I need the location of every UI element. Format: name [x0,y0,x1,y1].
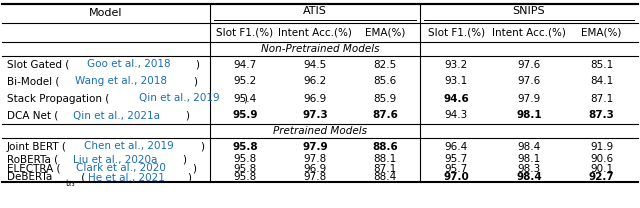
Text: 85.6: 85.6 [373,77,397,87]
Text: Bi-Model (: Bi-Model ( [7,77,60,87]
Text: ): ) [193,77,197,87]
Text: 88.4: 88.4 [373,172,397,182]
Text: tₓ₃: tₓ₃ [65,179,75,188]
Text: 98.1: 98.1 [516,110,542,120]
Text: 95.7: 95.7 [445,155,468,165]
Text: Intent Acc.(%): Intent Acc.(%) [492,27,566,37]
Text: Goo et al., 2018: Goo et al., 2018 [87,59,171,69]
Text: 95.2: 95.2 [234,77,257,87]
Text: Wang et al., 2018: Wang et al., 2018 [75,77,166,87]
Text: ATIS: ATIS [303,5,327,16]
Text: 85.9: 85.9 [373,94,397,104]
Text: ELECTRA (: ELECTRA ( [7,163,61,173]
Text: 97.6: 97.6 [517,77,541,87]
Text: ): ) [187,172,191,182]
Text: 87.3: 87.3 [589,110,614,120]
Text: 98.1: 98.1 [517,155,541,165]
Text: 94.7: 94.7 [234,59,257,69]
Text: ): ) [186,110,189,120]
Text: 97.8: 97.8 [303,155,326,165]
Text: ): ) [182,155,186,165]
Text: 97.9: 97.9 [517,94,541,104]
Text: 98.4: 98.4 [517,141,541,151]
Text: 88.6: 88.6 [372,141,398,151]
Text: 92.7: 92.7 [589,172,614,182]
Text: Non-Pretrained Models: Non-Pretrained Models [260,44,380,54]
Text: 90.6: 90.6 [590,155,613,165]
Text: Liu et al., 2020a: Liu et al., 2020a [73,155,157,165]
Text: ): ) [192,163,196,173]
Text: SNIPS: SNIPS [513,5,545,16]
Text: 98.4: 98.4 [516,172,542,182]
Text: 97.0: 97.0 [444,172,469,182]
Text: 95.8: 95.8 [234,163,257,173]
Text: 94.5: 94.5 [303,59,326,69]
Text: DeBERTa: DeBERTa [7,172,52,182]
Text: Chen et al., 2019: Chen et al., 2019 [84,141,174,151]
Text: 96.9: 96.9 [303,163,326,173]
Text: 84.1: 84.1 [590,77,613,87]
Text: 96.2: 96.2 [303,77,326,87]
Text: 94.6: 94.6 [444,94,469,104]
Text: Slot Gated (: Slot Gated ( [7,59,69,69]
Text: Slot F1.(%): Slot F1.(%) [428,27,485,37]
Text: Clark et al., 2020: Clark et al., 2020 [76,163,166,173]
Text: 85.1: 85.1 [590,59,613,69]
Text: Stack Propagation (: Stack Propagation ( [7,94,109,104]
Text: 82.5: 82.5 [373,59,397,69]
Text: 97.9: 97.9 [302,141,328,151]
Text: RoBERTa (: RoBERTa ( [7,155,58,165]
Text: 95.7: 95.7 [445,163,468,173]
Text: 95.8: 95.8 [234,172,257,182]
Text: 94.3: 94.3 [445,110,468,120]
Text: Slot F1.(%): Slot F1.(%) [216,27,273,37]
Text: ): ) [195,59,199,69]
Text: 87.1: 87.1 [373,163,397,173]
Text: EMA(%): EMA(%) [365,27,405,37]
Text: 88.1: 88.1 [373,155,397,165]
Text: 97.8: 97.8 [303,172,326,182]
Text: 95.8: 95.8 [232,141,258,151]
Text: Pretrained Models: Pretrained Models [273,126,367,136]
Text: 95.9: 95.9 [232,110,258,120]
Text: Qin et al., 2019: Qin et al., 2019 [139,94,220,104]
Text: Model: Model [89,9,123,19]
Text: 96.4: 96.4 [445,141,468,151]
Text: DCA Net (: DCA Net ( [7,110,58,120]
Text: 93.2: 93.2 [445,59,468,69]
Text: 91.9: 91.9 [590,141,613,151]
Text: ): ) [243,94,247,104]
Text: 95.8: 95.8 [234,155,257,165]
Text: Intent Acc.(%): Intent Acc.(%) [278,27,352,37]
Text: 87.1: 87.1 [590,94,613,104]
Text: Joint BERT (: Joint BERT ( [7,141,67,151]
Text: Qin et al., 2021a: Qin et al., 2021a [73,110,160,120]
Text: (: ( [78,172,86,182]
Text: EMA(%): EMA(%) [582,27,622,37]
Text: 87.6: 87.6 [372,110,398,120]
Text: 98.3: 98.3 [517,163,541,173]
Text: 90.1: 90.1 [590,163,613,173]
Text: ): ) [200,141,204,151]
Text: 93.1: 93.1 [445,77,468,87]
Text: tₓ₃: tₓ₃ [65,179,75,188]
Text: 96.9: 96.9 [303,94,326,104]
Text: He et al., 2021: He et al., 2021 [88,172,164,182]
Text: 97.6: 97.6 [517,59,541,69]
Text: 97.3: 97.3 [302,110,328,120]
Text: 95.4: 95.4 [234,94,257,104]
